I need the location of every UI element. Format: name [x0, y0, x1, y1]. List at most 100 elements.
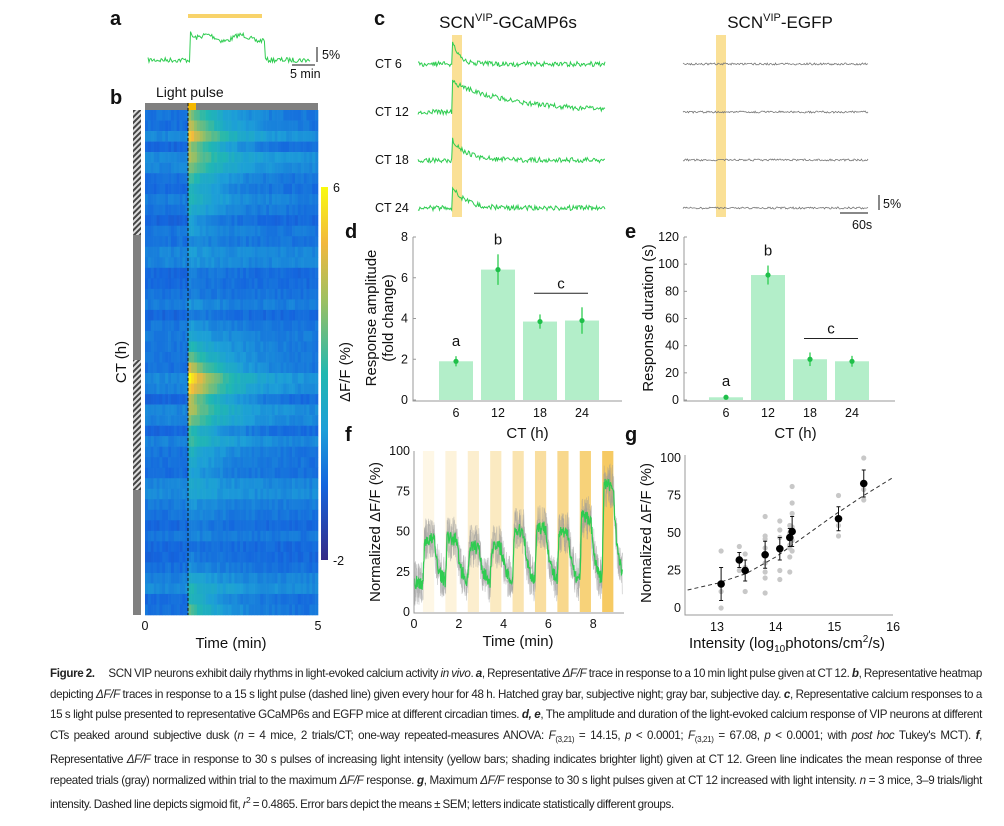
- heatmap-cell: [280, 478, 284, 490]
- heatmap-cell: [217, 257, 221, 269]
- heatmap-cell: [199, 467, 203, 479]
- heatmap-cell: [168, 267, 172, 279]
- heatmap-cell: [297, 320, 301, 332]
- heatmap-cell: [145, 341, 149, 353]
- heatmap-cell: [170, 604, 175, 616]
- heatmap-cell: [205, 299, 209, 311]
- heatmap-xlabel: Time (min): [195, 635, 266, 652]
- heatmap-cell: [294, 173, 299, 184]
- heatmap-cell: [153, 215, 157, 227]
- heatmap-cell: [205, 425, 209, 437]
- heatmap-cell: [268, 373, 273, 384]
- heatmap-cell: [156, 530, 160, 542]
- heatmap-cell: [185, 572, 189, 584]
- heatmap-cell: [263, 173, 267, 184]
- heatmap-cell: [199, 425, 203, 437]
- heatmap-cell: [208, 341, 212, 353]
- heatmap-cell: [182, 236, 186, 248]
- heatmap-cell: [286, 425, 290, 437]
- heatmap-cell: [182, 457, 186, 469]
- heatmap-cell: [225, 194, 229, 205]
- heatmap-cell: [231, 110, 235, 121]
- heatmap-cell: [205, 604, 209, 616]
- heatmap-cell: [260, 404, 264, 416]
- heatmap-cell: [199, 120, 203, 132]
- heatmap-cell: [266, 309, 270, 321]
- heatmap-cell: [257, 299, 261, 311]
- heatmap-cell: [251, 204, 255, 216]
- heatmap-cell: [194, 330, 198, 342]
- heatmap-cell: [234, 572, 238, 584]
- heatmap-cell: [294, 362, 299, 374]
- heatmap-cell: [147, 141, 152, 153]
- heatmap-cell: [254, 257, 258, 269]
- heatmap-cell: [208, 246, 212, 258]
- heatmap-cell: [176, 341, 180, 353]
- heatmap-cell: [294, 551, 299, 563]
- heatmap-cell: [289, 404, 293, 416]
- heatmap-cell: [312, 436, 316, 447]
- heatmap-cell: [170, 362, 175, 374]
- heatmap-cell: [266, 530, 270, 542]
- heatmap-cell: [243, 299, 247, 311]
- heatmap-cell: [300, 415, 304, 426]
- caption-segment: response to 30 s light pulses given at C…: [504, 773, 860, 787]
- heatmap-cell: [309, 288, 313, 300]
- heatmap-cell: [194, 120, 198, 132]
- heatmap-cell: [222, 604, 227, 616]
- heatmap-cell: [292, 425, 296, 437]
- heatmap-cell: [196, 383, 201, 395]
- heatmap-cell: [234, 299, 238, 311]
- heatmap-cell: [208, 425, 212, 437]
- heatmap-cell: [165, 425, 169, 437]
- heatmap-cell: [300, 457, 304, 469]
- heatmap-cell: [219, 246, 224, 258]
- heatmap-cell: [205, 530, 209, 542]
- heatmap-cell: [211, 583, 215, 595]
- heatmap-cell: [271, 351, 276, 363]
- heatmap-cell: [179, 436, 183, 447]
- heatmap-cell: [225, 236, 229, 248]
- heatmap-cell: [228, 236, 232, 248]
- heatmap-cell: [254, 509, 258, 521]
- heatmap-cell: [211, 383, 215, 395]
- heatmap-cell: [245, 131, 250, 142]
- heatmap-cell: [297, 562, 301, 574]
- heatmap-cell: [260, 436, 264, 447]
- heatmap-cell: [179, 131, 183, 142]
- heatmap-cell: [292, 509, 296, 521]
- heatmap-cell: [268, 530, 273, 542]
- heatmap-cell: [251, 572, 255, 584]
- heatmap-cell: [202, 320, 206, 332]
- heatmap-cell: [156, 425, 160, 437]
- x-tick-label: 13: [710, 620, 724, 634]
- heatmap-cell: [196, 341, 201, 353]
- trial-point: [736, 543, 742, 550]
- heatmap-cell: [292, 499, 296, 511]
- colorbar-label: ΔF/F (%): [337, 342, 354, 402]
- heatmap-cell: [237, 551, 241, 563]
- heatmap-cell: [182, 425, 186, 437]
- heatmap-cell: [306, 141, 310, 153]
- heatmap-cell: [271, 373, 276, 384]
- heatmap-cell: [222, 120, 227, 132]
- heatmap-cell: [170, 593, 175, 605]
- heatmap-cell: [228, 162, 232, 174]
- bar: [835, 361, 869, 400]
- heatmap-cell: [222, 446, 227, 458]
- heatmap-cell: [254, 152, 258, 163]
- heatmap-cell: [306, 394, 310, 405]
- heatmap-cell: [205, 330, 209, 342]
- heatmap-cell: [219, 183, 224, 195]
- heatmap-cell: [182, 351, 186, 363]
- heatmap-cell: [185, 394, 189, 405]
- heatmap-cell: [196, 299, 201, 311]
- heatmap-cell: [280, 551, 284, 563]
- heatmap-cell: [170, 436, 175, 447]
- heatmap-cell: [254, 120, 258, 132]
- heatmap-cell: [260, 467, 264, 479]
- heatmap-cell: [208, 288, 212, 300]
- heatmap-cell: [297, 604, 301, 616]
- heatmap-cell: [205, 110, 209, 121]
- heatmap-cell: [147, 509, 152, 521]
